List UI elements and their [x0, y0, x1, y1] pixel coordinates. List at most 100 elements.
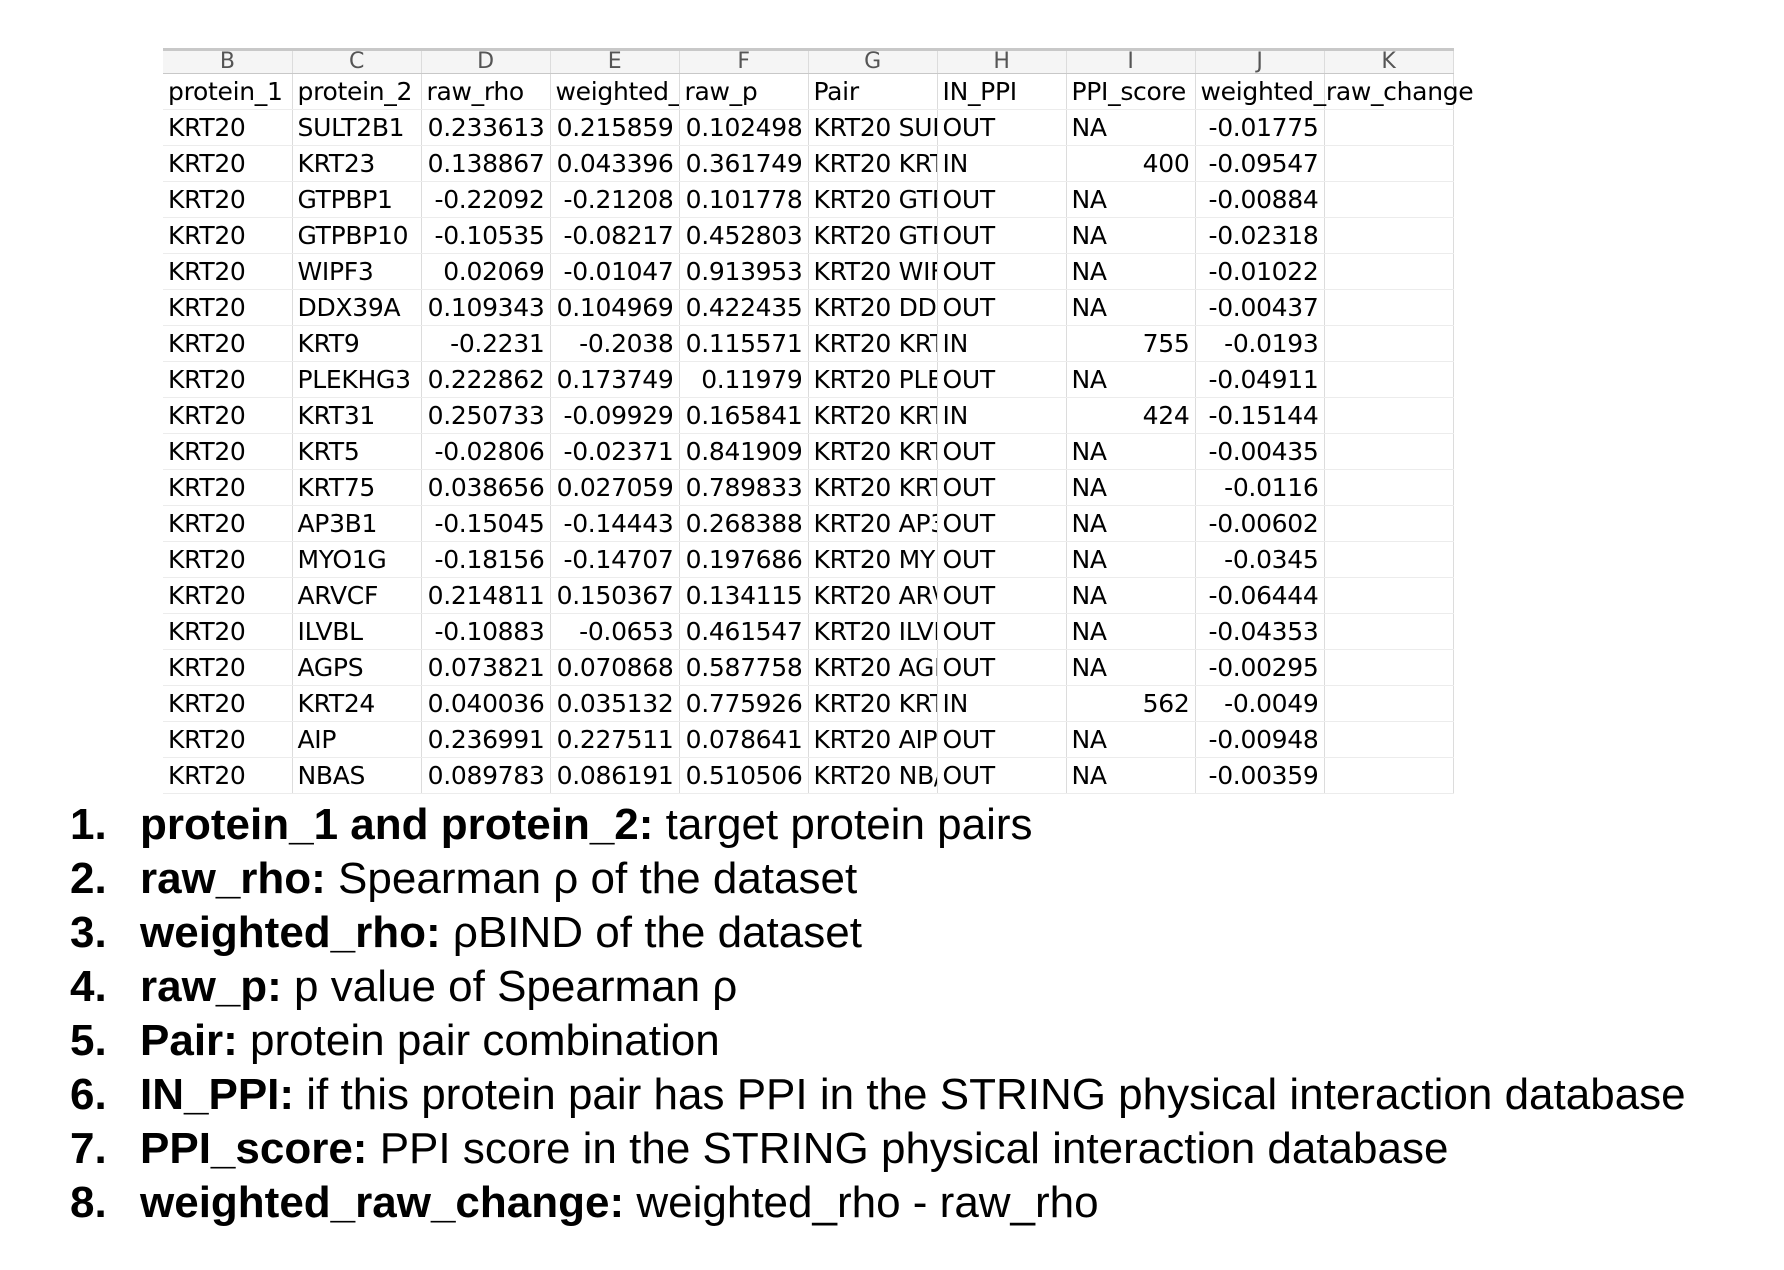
- table-cell[interactable]: [1324, 217, 1454, 254]
- table-cell[interactable]: NA: [1066, 505, 1196, 542]
- table-cell[interactable]: DDX39A: [292, 289, 422, 326]
- table-cell[interactable]: 755: [1066, 325, 1196, 362]
- header-cell[interactable]: protein_1: [163, 73, 293, 110]
- table-cell[interactable]: OUT: [937, 181, 1067, 218]
- table-cell[interactable]: 0.043396: [550, 145, 680, 182]
- table-cell[interactable]: 400: [1066, 145, 1196, 182]
- table-cell[interactable]: 0.510506: [679, 757, 809, 794]
- table-cell[interactable]: 0.222862: [421, 361, 551, 398]
- table-cell[interactable]: -0.00437: [1195, 289, 1325, 326]
- table-cell[interactable]: 0.841909: [679, 433, 809, 470]
- table-cell[interactable]: NA: [1066, 757, 1196, 794]
- table-cell[interactable]: KRT20 ILVE: [808, 613, 938, 650]
- table-cell[interactable]: KRT20 SUL: [808, 109, 938, 146]
- table-cell[interactable]: [1324, 469, 1454, 506]
- table-cell[interactable]: [1324, 109, 1454, 146]
- header-cell[interactable]: Pair: [808, 73, 938, 110]
- table-cell[interactable]: KRT20: [163, 181, 293, 218]
- table-cell[interactable]: OUT: [937, 721, 1067, 758]
- table-cell[interactable]: 0.236991: [421, 721, 551, 758]
- table-cell[interactable]: -0.08217: [550, 217, 680, 254]
- table-cell[interactable]: 0.461547: [679, 613, 809, 650]
- table-cell[interactable]: OUT: [937, 217, 1067, 254]
- table-cell[interactable]: AP3B1: [292, 505, 422, 542]
- table-cell[interactable]: KRT20 PLE: [808, 361, 938, 398]
- table-cell[interactable]: -0.0345: [1195, 541, 1325, 578]
- table-cell[interactable]: 0.078641: [679, 721, 809, 758]
- header-cell[interactable]: IN_PPI: [937, 73, 1067, 110]
- table-cell[interactable]: OUT: [937, 649, 1067, 686]
- table-cell[interactable]: [1324, 541, 1454, 578]
- table-cell[interactable]: IN: [937, 145, 1067, 182]
- table-cell[interactable]: 0.104969: [550, 289, 680, 326]
- table-cell[interactable]: 0.361749: [679, 145, 809, 182]
- table-cell[interactable]: 0.268388: [679, 505, 809, 542]
- table-cell[interactable]: KRT31: [292, 397, 422, 434]
- table-cell[interactable]: [1324, 685, 1454, 722]
- column-letter-b[interactable]: B: [163, 48, 293, 74]
- table-cell[interactable]: NA: [1066, 253, 1196, 290]
- table-cell[interactable]: OUT: [937, 469, 1067, 506]
- table-cell[interactable]: KRT20: [163, 217, 293, 254]
- table-cell[interactable]: -0.0193: [1195, 325, 1325, 362]
- table-cell[interactable]: -0.22092: [421, 181, 551, 218]
- table-cell[interactable]: KRT20: [163, 649, 293, 686]
- table-cell[interactable]: 0.070868: [550, 649, 680, 686]
- table-cell[interactable]: -0.2231: [421, 325, 551, 362]
- table-cell[interactable]: NA: [1066, 577, 1196, 614]
- table-cell[interactable]: -0.00948: [1195, 721, 1325, 758]
- table-cell[interactable]: 0.134115: [679, 577, 809, 614]
- table-cell[interactable]: 0.913953: [679, 253, 809, 290]
- column-letter-k[interactable]: K: [1324, 48, 1454, 74]
- table-cell[interactable]: [1324, 721, 1454, 758]
- table-cell[interactable]: KRT20 GTF: [808, 217, 938, 254]
- table-cell[interactable]: -0.00884: [1195, 181, 1325, 218]
- table-cell[interactable]: NBAS: [292, 757, 422, 794]
- table-cell[interactable]: 0.115571: [679, 325, 809, 362]
- table-cell[interactable]: NA: [1066, 469, 1196, 506]
- table-cell[interactable]: 0.109343: [421, 289, 551, 326]
- table-cell[interactable]: -0.00435: [1195, 433, 1325, 470]
- table-cell[interactable]: 0.040036: [421, 685, 551, 722]
- table-cell[interactable]: 0.587758: [679, 649, 809, 686]
- table-cell[interactable]: OUT: [937, 433, 1067, 470]
- column-letter-e[interactable]: E: [550, 48, 680, 74]
- table-cell[interactable]: ILVBL: [292, 613, 422, 650]
- header-cell[interactable]: raw_rho: [421, 73, 551, 110]
- table-cell[interactable]: KRT20: [163, 577, 293, 614]
- table-cell[interactable]: -0.15045: [421, 505, 551, 542]
- table-cell[interactable]: KRT5: [292, 433, 422, 470]
- table-cell[interactable]: KRT20 MY(: [808, 541, 938, 578]
- table-cell[interactable]: KRT20 AGF: [808, 649, 938, 686]
- header-cell[interactable]: PPI_score: [1066, 73, 1196, 110]
- header-cell[interactable]: weighted_raw_change: [1195, 73, 1474, 110]
- table-cell[interactable]: -0.01047: [550, 253, 680, 290]
- table-cell[interactable]: KRT20 DD:: [808, 289, 938, 326]
- table-cell[interactable]: KRT20 KRT: [808, 469, 938, 506]
- table-cell[interactable]: GTPBP10: [292, 217, 422, 254]
- table-cell[interactable]: 0.138867: [421, 145, 551, 182]
- table-cell[interactable]: -0.01022: [1195, 253, 1325, 290]
- table-cell[interactable]: 0.233613: [421, 109, 551, 146]
- table-cell[interactable]: KRT20: [163, 469, 293, 506]
- header-cell[interactable]: weighted_r: [550, 73, 680, 110]
- table-cell[interactable]: [1324, 325, 1454, 362]
- table-cell[interactable]: NA: [1066, 649, 1196, 686]
- table-cell[interactable]: KRT20 KRT: [808, 325, 938, 362]
- table-cell[interactable]: KRT20: [163, 541, 293, 578]
- table-cell[interactable]: KRT20 GTF: [808, 181, 938, 218]
- table-cell[interactable]: NA: [1066, 721, 1196, 758]
- table-cell[interactable]: KRT24: [292, 685, 422, 722]
- table-cell[interactable]: -0.10883: [421, 613, 551, 650]
- table-cell[interactable]: NA: [1066, 433, 1196, 470]
- table-cell[interactable]: NA: [1066, 181, 1196, 218]
- table-cell[interactable]: 0.038656: [421, 469, 551, 506]
- table-cell[interactable]: KRT20: [163, 433, 293, 470]
- table-cell[interactable]: 0.452803: [679, 217, 809, 254]
- table-cell[interactable]: 0.775926: [679, 685, 809, 722]
- table-cell[interactable]: -0.00295: [1195, 649, 1325, 686]
- table-cell[interactable]: KRT20: [163, 505, 293, 542]
- table-cell[interactable]: KRT20 KRT: [808, 397, 938, 434]
- table-cell[interactable]: KRT20 WIF: [808, 253, 938, 290]
- table-cell[interactable]: KRT20: [163, 397, 293, 434]
